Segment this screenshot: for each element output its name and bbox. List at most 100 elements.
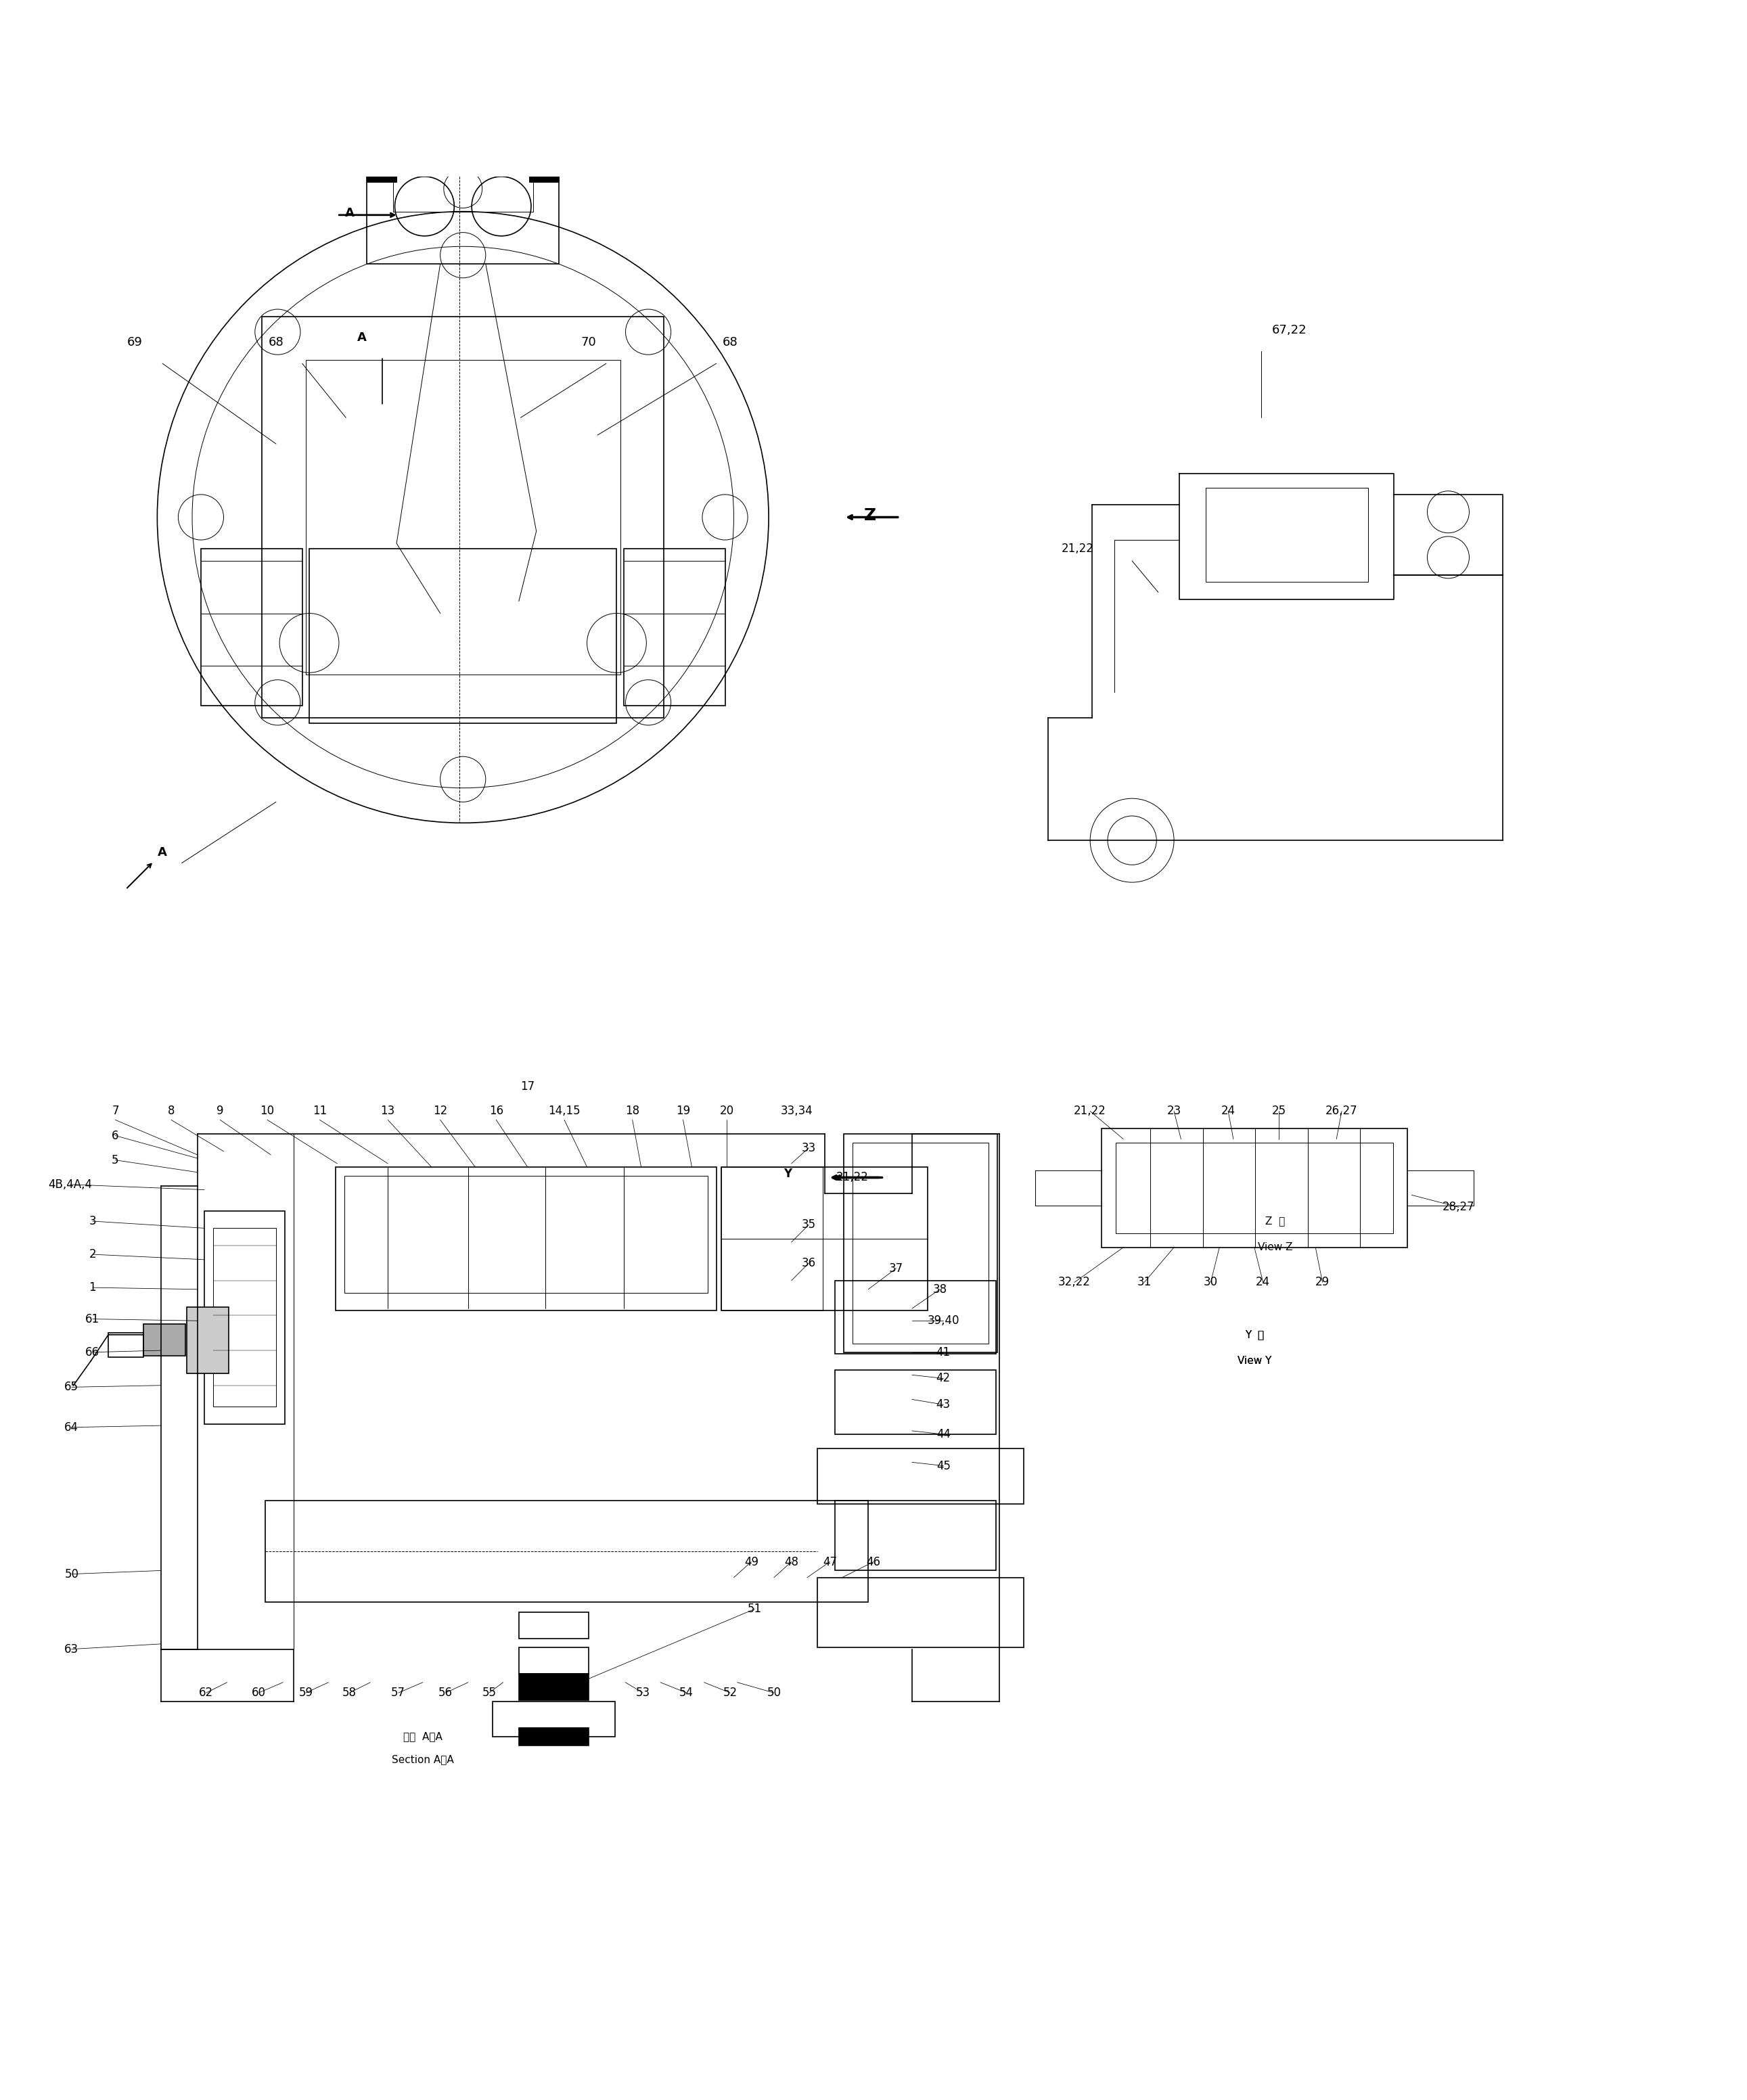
Text: 24: 24 (1256, 1277, 1270, 1289)
Bar (344, 1176, 708, 1294)
Bar (529, 160, 559, 183)
Text: 63: 63 (65, 1642, 79, 1655)
Text: 59: 59 (299, 1686, 313, 1699)
Text: 44: 44 (936, 1428, 950, 1441)
Bar (309, 548, 617, 722)
Bar (1101, 1128, 1406, 1247)
Text: 51: 51 (748, 1602, 762, 1615)
Text: 65: 65 (65, 1382, 79, 1392)
Bar (187, 1306, 229, 1373)
Text: View Z: View Z (1258, 1243, 1293, 1252)
Text: 50: 50 (767, 1686, 781, 1699)
Text: 21,22: 21,22 (1062, 542, 1094, 554)
Bar (844, 1134, 998, 1352)
Text: 10: 10 (260, 1105, 274, 1117)
Text: 48: 48 (784, 1556, 798, 1569)
Text: 70: 70 (582, 336, 596, 349)
Bar (624, 548, 725, 706)
Text: 42: 42 (936, 1371, 950, 1384)
Bar (204, 1212, 285, 1424)
Text: 18: 18 (625, 1105, 639, 1117)
Text: 28,27: 28,27 (1443, 1201, 1474, 1214)
Text: 4B,4A,4: 4B,4A,4 (47, 1178, 93, 1191)
Text: 68: 68 (723, 336, 737, 349)
Bar (306, 359, 620, 674)
Text: 66: 66 (86, 1346, 100, 1359)
Text: 3: 3 (89, 1216, 96, 1226)
Text: 23: 23 (1167, 1105, 1181, 1117)
Text: 12: 12 (433, 1105, 447, 1117)
Bar (722, 1168, 928, 1310)
Text: 32,22: 32,22 (1059, 1277, 1090, 1289)
Bar (722, 1168, 823, 1310)
Text: 26,27: 26,27 (1326, 1105, 1357, 1117)
Text: 20: 20 (720, 1105, 734, 1117)
Bar (519, 1728, 589, 1745)
Bar (835, 1369, 996, 1434)
Text: 53: 53 (636, 1686, 650, 1699)
Text: 33: 33 (802, 1142, 816, 1153)
Text: 57: 57 (391, 1686, 405, 1699)
Text: 45: 45 (936, 1460, 950, 1472)
Text: 9: 9 (217, 1105, 224, 1117)
Text: 58: 58 (342, 1686, 356, 1699)
Bar (853, 1142, 989, 1344)
Bar (367, 160, 559, 265)
Bar (393, 160, 533, 212)
Text: 13: 13 (381, 1105, 395, 1117)
Bar (519, 1674, 589, 1699)
Text: 21,22: 21,22 (837, 1172, 868, 1184)
Text: 33,34: 33,34 (781, 1105, 812, 1117)
Text: 60: 60 (252, 1686, 266, 1699)
Text: 14,15: 14,15 (549, 1105, 580, 1117)
Text: 49: 49 (744, 1556, 758, 1569)
Text: 36: 36 (802, 1258, 816, 1268)
Text: 56: 56 (438, 1686, 452, 1699)
Bar (143, 1325, 185, 1357)
Bar (266, 1502, 868, 1602)
Text: 62: 62 (199, 1686, 213, 1699)
Bar (519, 1646, 589, 1674)
Text: A: A (356, 332, 367, 344)
Bar (213, 1228, 276, 1407)
Bar (201, 548, 302, 706)
Text: 16: 16 (489, 1105, 503, 1117)
Text: 41: 41 (936, 1346, 950, 1359)
Text: 19: 19 (676, 1105, 690, 1117)
Text: View Y: View Y (1237, 1357, 1272, 1365)
Text: Z  視: Z 視 (1265, 1216, 1286, 1226)
Text: Y  視: Y 視 (1246, 1329, 1263, 1340)
Text: 35: 35 (802, 1218, 816, 1231)
Bar (262, 317, 664, 718)
Text: Y  視: Y 視 (1246, 1329, 1263, 1340)
Text: 67,22: 67,22 (1272, 323, 1307, 336)
Text: 6: 6 (112, 1130, 119, 1142)
Text: 2: 2 (89, 1247, 96, 1260)
Bar (493, 1701, 615, 1737)
Text: View Y: View Y (1237, 1357, 1272, 1365)
Text: Y: Y (784, 1168, 791, 1180)
Bar (335, 1168, 716, 1310)
Text: 47: 47 (823, 1556, 837, 1569)
Text: 39,40: 39,40 (928, 1315, 959, 1327)
Text: 1: 1 (89, 1281, 96, 1294)
Text: 52: 52 (723, 1686, 737, 1699)
Text: 68: 68 (269, 336, 283, 349)
Text: 61: 61 (86, 1312, 100, 1325)
Bar (818, 1577, 1024, 1646)
Bar (835, 1502, 996, 1571)
Text: 50: 50 (65, 1569, 79, 1579)
Text: 64: 64 (65, 1422, 79, 1434)
Text: 8: 8 (168, 1105, 175, 1117)
Text: Section A－A: Section A－A (391, 1754, 454, 1764)
Text: 69: 69 (128, 336, 142, 349)
Text: A: A (344, 208, 355, 218)
Bar (835, 1281, 996, 1355)
Bar (519, 1613, 589, 1638)
Text: 5: 5 (112, 1155, 119, 1166)
Text: 断面  A－A: 断面 A－A (404, 1730, 442, 1741)
Text: 11: 11 (313, 1105, 327, 1117)
Text: 46: 46 (867, 1556, 880, 1569)
Text: 55: 55 (482, 1686, 496, 1699)
Bar (367, 160, 397, 183)
